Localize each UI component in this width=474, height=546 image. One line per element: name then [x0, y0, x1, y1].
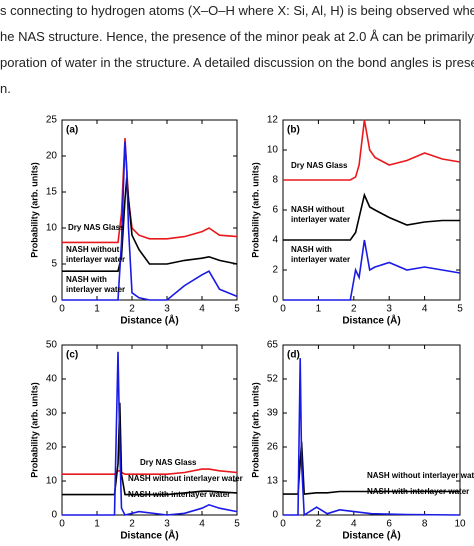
- x-tick-label: 1: [316, 304, 322, 315]
- x-tick-label: 1: [94, 519, 100, 530]
- data-line: [283, 441, 460, 495]
- series-label: interlayer water: [291, 255, 350, 264]
- x-axis-label: Distance (Å): [120, 314, 178, 327]
- y-tick-label: 10: [267, 145, 279, 156]
- y-tick-label: 10: [46, 476, 58, 487]
- data-line: [62, 351, 238, 516]
- data-line: [283, 119, 461, 181]
- data-line: [283, 192, 460, 241]
- y-tick-label: 4: [272, 235, 278, 246]
- x-tick-label: 3: [164, 519, 170, 530]
- x-axis-label: Distance (Å): [342, 529, 400, 542]
- x-tick-label: 5: [234, 519, 240, 530]
- panel-label: (b): [287, 125, 300, 136]
- series-label: NASH with interlayer water: [367, 487, 469, 496]
- series-label: Dry NAS Glass: [291, 161, 348, 170]
- y-tick-label: 0: [51, 510, 57, 521]
- x-tick-label: 8: [422, 519, 428, 530]
- y-axis-label: Probability (arb. units): [29, 162, 39, 258]
- x-axis-label: Distance (Å): [120, 529, 178, 542]
- data-line: [62, 177, 238, 272]
- y-tick-label: 8: [272, 175, 278, 186]
- data-line: [62, 141, 238, 301]
- series-label: NASH with: [291, 245, 332, 254]
- y-tick-label: 13: [267, 476, 279, 487]
- text-line: n.: [0, 81, 11, 96]
- y-axis-label: Probability (arb. units): [250, 162, 260, 258]
- series-label: interlayer water: [66, 255, 125, 264]
- x-tick-label: 5: [457, 304, 463, 315]
- panel-label: (c): [66, 350, 78, 361]
- x-tick-label: 3: [164, 304, 170, 315]
- y-tick-label: 65: [267, 340, 279, 351]
- x-tick-label: 4: [199, 304, 205, 315]
- y-tick-label: 15: [46, 187, 58, 198]
- x-tick-label: 10: [454, 519, 466, 530]
- text-line: s connecting to hydrogen atoms (X–O–H wh…: [0, 3, 474, 18]
- y-tick-label: 40: [46, 374, 58, 385]
- series-label: Dry NAS Glass: [68, 223, 125, 232]
- y-tick-label: 2: [272, 265, 278, 276]
- y-tick-label: 39: [267, 408, 279, 419]
- y-tick-label: 50: [46, 340, 58, 351]
- x-tick-label: 4: [199, 519, 205, 530]
- y-tick-label: 52: [267, 374, 279, 385]
- x-tick-label: 0: [280, 304, 286, 315]
- x-tick-label: 4: [422, 304, 428, 315]
- x-tick-label: 2: [129, 304, 135, 315]
- series-label: interlayer water: [66, 285, 125, 294]
- series-label: NASH without: [291, 205, 345, 214]
- x-axis-label: Distance (Å): [342, 314, 400, 327]
- series-label: NASH with: [66, 275, 107, 284]
- plot-frame: [61, 344, 238, 516]
- y-tick-label: 6: [272, 205, 278, 216]
- y-tick-label: 20: [46, 442, 58, 453]
- y-tick-label: 5: [51, 259, 57, 270]
- y-tick-label: 26: [267, 442, 279, 453]
- y-tick-label: 25: [46, 115, 58, 126]
- x-tick-label: 4: [351, 519, 357, 530]
- panel-label: (a): [66, 125, 78, 136]
- series-label: NASH with interlayer water: [128, 490, 230, 499]
- y-tick-label: 10: [46, 223, 58, 234]
- series-label: interlayer water: [291, 215, 350, 224]
- x-tick-label: 6: [386, 519, 392, 530]
- series-label: NASH without interlayer water: [128, 474, 243, 483]
- x-tick-label: 1: [94, 304, 100, 315]
- series-label: NASH without interlayer water: [367, 471, 474, 480]
- x-tick-label: 0: [280, 519, 286, 530]
- text-line: poration of water in the structure. A de…: [0, 55, 474, 70]
- x-tick-label: 0: [59, 304, 65, 315]
- data-line: [283, 239, 461, 301]
- x-tick-label: 2: [129, 519, 135, 530]
- x-tick-label: 0: [59, 519, 65, 530]
- y-tick-label: 0: [272, 510, 278, 521]
- y-tick-label: 12: [267, 115, 279, 126]
- y-tick-label: 0: [51, 295, 57, 306]
- data-line: [283, 358, 461, 517]
- x-tick-label: 2: [351, 304, 357, 315]
- text-line: he NAS structure. Hence, the presence of…: [0, 29, 474, 44]
- x-tick-label: 3: [386, 304, 392, 315]
- y-tick-label: 0: [272, 295, 278, 306]
- panel-label: (d): [287, 350, 300, 361]
- y-axis-label: Probability (arb. units): [29, 382, 39, 478]
- y-tick-label: 20: [46, 151, 58, 162]
- y-axis-label: Probability (arb. units): [250, 382, 260, 478]
- series-label: NASH without: [66, 245, 120, 254]
- series-label: Dry NAS Glass: [140, 458, 197, 467]
- y-tick-label: 30: [46, 408, 58, 419]
- x-tick-label: 2: [316, 519, 322, 530]
- data-line: [62, 402, 238, 496]
- x-tick-label: 5: [234, 304, 240, 315]
- plot-frame: [282, 344, 461, 516]
